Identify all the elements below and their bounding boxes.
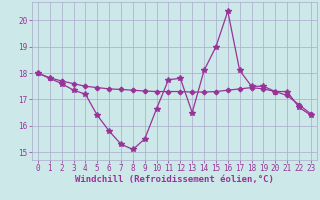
X-axis label: Windchill (Refroidissement éolien,°C): Windchill (Refroidissement éolien,°C) xyxy=(75,175,274,184)
